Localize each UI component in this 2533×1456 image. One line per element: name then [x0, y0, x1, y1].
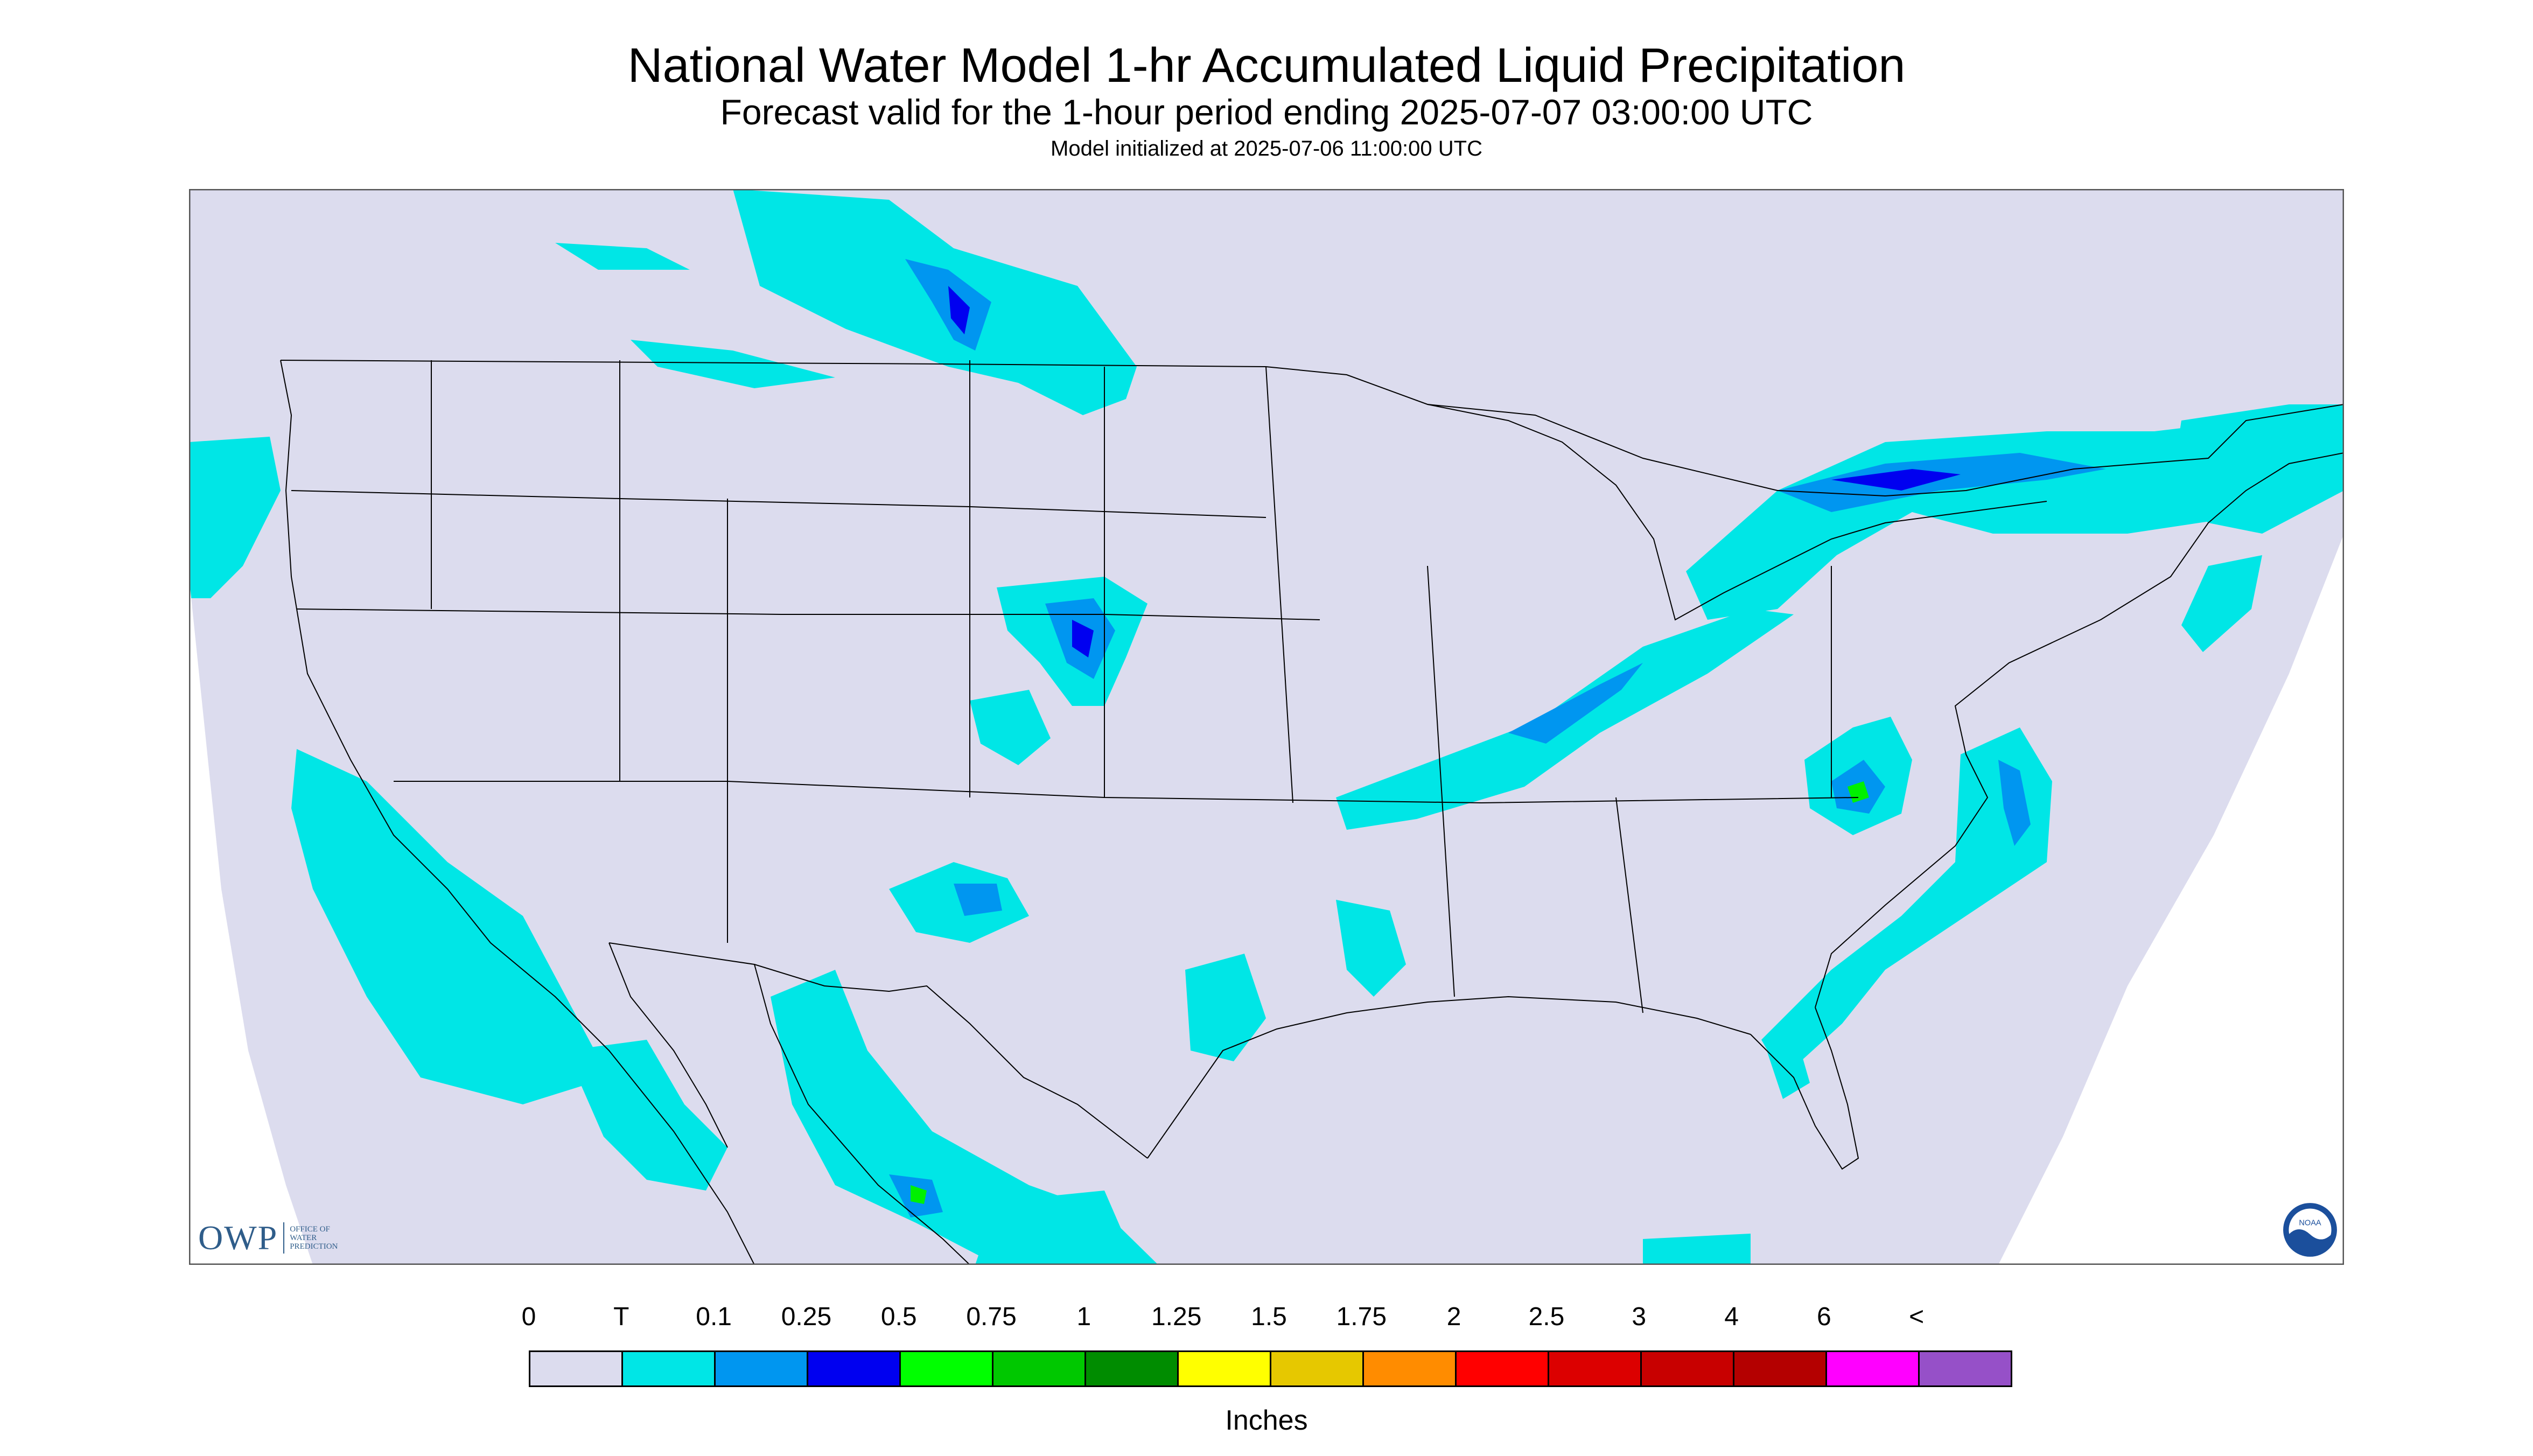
state-lines-vertical-7: [1427, 565, 1455, 997]
precip-nebraska-heavy: [1072, 620, 1094, 657]
map-frame: [189, 189, 2344, 1265]
state-lines-vertical-8: [1615, 797, 1643, 1013]
legend-label: 0.75: [966, 1303, 1017, 1331]
precip-baja: [566, 1040, 727, 1191]
legend-labels: 0 T 0.1 0.25 0.5 0.75 1 1.25 1.5 1.75 2 2.5 3 4 6 <: [0, 1302, 2533, 1340]
precip-colorado: [970, 690, 1051, 765]
legend-label: 0.1: [696, 1303, 732, 1331]
legend-label: 4: [1724, 1303, 1739, 1331]
precipitation-layer: [189, 189, 2344, 1265]
legend-label: <: [1909, 1303, 1925, 1331]
precip-atlantic-east: [2181, 555, 2262, 652]
legend-swatch: [530, 1352, 623, 1385]
precip-canada-streak-2: [631, 340, 835, 388]
legend-label: 0: [521, 1303, 536, 1331]
legend-swatch: [1827, 1352, 1920, 1385]
noaa-logo-text: NOAA: [2299, 1219, 2321, 1228]
precip-mexico-south: [975, 1191, 1137, 1265]
map-background: [189, 189, 2344, 1265]
legend-label: 1.5: [1251, 1303, 1287, 1331]
precip-caribbean-sea: [1643, 1234, 1751, 1265]
precip-canada-core: [905, 259, 991, 351]
west-coast-line: [280, 360, 755, 1265]
legend-label: 2.5: [1528, 1303, 1565, 1331]
map-subtitle: Forecast valid for the 1-hour period end…: [720, 92, 1813, 132]
legend-swatch: [1271, 1352, 1364, 1385]
legend-label: 6: [1817, 1303, 1831, 1331]
precip-great-lakes-heavy: [1831, 469, 1961, 491]
gulf-coast: [1147, 996, 1751, 1159]
legend-swatch: [623, 1352, 716, 1385]
outside-domain-right: [1998, 534, 2344, 1265]
state-lines-west-2: [296, 608, 1320, 620]
legend-swatch: [1549, 1352, 1642, 1385]
legend-swatch: [1179, 1352, 1271, 1385]
legend-swatch: [1457, 1352, 1549, 1385]
legend-swatch: [1086, 1352, 1179, 1385]
legend-colorbar: [529, 1350, 2012, 1387]
legend-label: 3: [1632, 1303, 1647, 1331]
baja-coast: [608, 942, 728, 1148]
precip-atlantic-core: [1998, 760, 2031, 846]
legend-swatch: [1734, 1352, 1827, 1385]
us-mexico-border: [608, 942, 1148, 1159]
mexico-west-coast: [754, 964, 970, 1265]
precip-new-mexico-core: [954, 884, 1002, 916]
owp-logo-text: OWP: [198, 1219, 278, 1257]
us-canada-border: [280, 360, 2344, 497]
state-lines-west-1: [291, 490, 1266, 518]
legend-swatch: [716, 1352, 808, 1385]
east-coast: [1815, 452, 2344, 1008]
precip-atlantic-band: [1761, 727, 2052, 1077]
legend-swatch: [901, 1352, 993, 1385]
legend-swatch: [808, 1352, 901, 1385]
legend-label: T: [613, 1303, 629, 1331]
precip-mexico-heavy: [911, 1185, 927, 1204]
outside-domain-left: [189, 577, 313, 1265]
precip-mexico-sierra: [771, 970, 1158, 1265]
precip-ohio-valley-core: [1508, 663, 1643, 744]
us-great-lakes-shore: [1427, 404, 2047, 621]
legend-label: 1: [1076, 1303, 1091, 1331]
legend-swatch: [1364, 1352, 1457, 1385]
legend-swatch: [1920, 1352, 2011, 1385]
boundary-layer: [280, 360, 2344, 1265]
model-init-text: Model initialized at 2025-07-06 11:00:00…: [1051, 137, 1482, 160]
florida-peninsula: [1750, 1007, 1859, 1170]
legend-label: 0.25: [781, 1303, 832, 1331]
legend-swatch: [993, 1352, 1086, 1385]
precipitation-map: [189, 189, 2344, 1265]
precip-south-texas: [1336, 900, 1406, 997]
precip-new-mexico: [889, 862, 1029, 943]
state-lines-vertical-6: [1265, 366, 1293, 803]
precip-new-england: [2171, 404, 2344, 534]
owp-logo: OWP OFFICE OF WATER PREDICTION: [198, 1219, 354, 1257]
precip-west-coast: [291, 749, 609, 1104]
precip-canada-streak: [555, 243, 690, 270]
legend-label: 1.25: [1151, 1303, 1202, 1331]
noaa-logo: NOAA: [2283, 1203, 2337, 1257]
precip-pacific-nw: [189, 437, 281, 598]
precip-mexico-gulf: [1185, 954, 1266, 1061]
legend-units: Inches: [1225, 1405, 1308, 1436]
owp-logo-divider: [283, 1222, 285, 1254]
legend-label: 2: [1446, 1303, 1461, 1331]
legend-label: 1.75: [1336, 1303, 1387, 1331]
legend-swatch: [1642, 1352, 1734, 1385]
precip-canada-heavy: [948, 286, 970, 334]
precip-great-lakes-core: [1778, 453, 2106, 512]
owp-logo-subtext: OFFICE OF WATER PREDICTION: [290, 1225, 338, 1251]
map-title: National Water Model 1-hr Accumulated Li…: [627, 39, 1906, 93]
legend-label: 0.5: [880, 1303, 917, 1331]
